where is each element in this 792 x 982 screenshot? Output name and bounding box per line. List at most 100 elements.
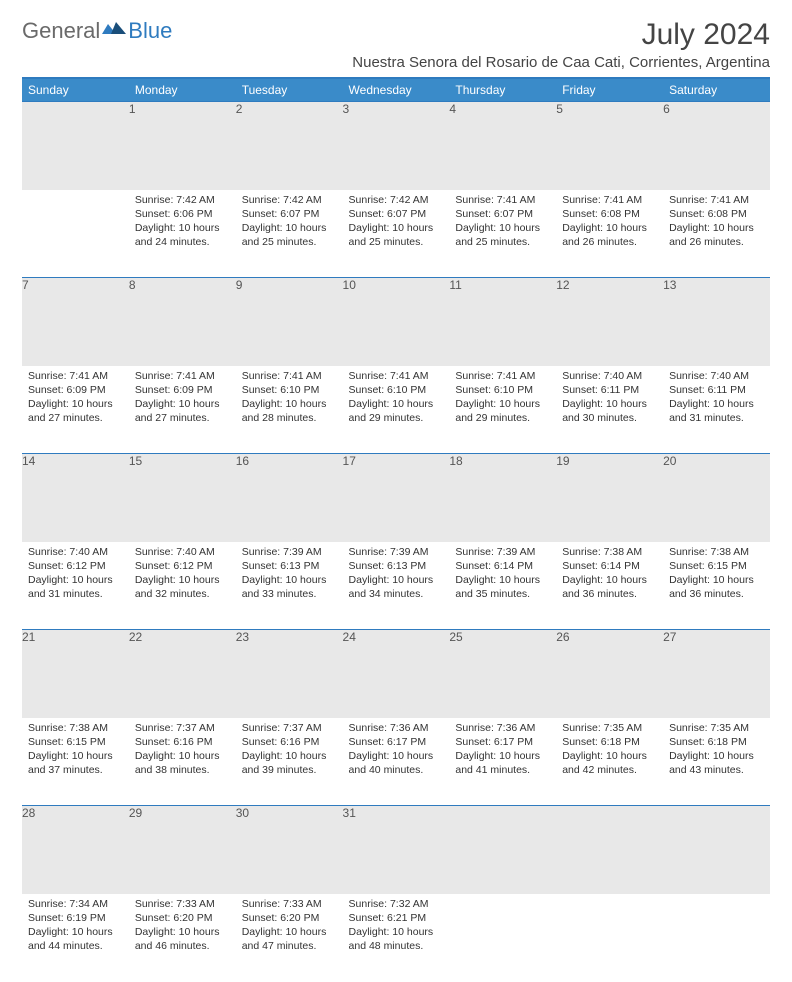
day-cell: Sunrise: 7:41 AMSunset: 6:09 PMDaylight:… [22, 366, 129, 454]
dl1-text: Daylight: 10 hours [349, 925, 444, 939]
weekday-header: Tuesday [236, 78, 343, 102]
sunset-text: Sunset: 6:10 PM [349, 383, 444, 397]
dl2-text: and 26 minutes. [669, 235, 764, 249]
sunrise-text: Sunrise: 7:35 AM [669, 721, 764, 735]
day-cell: Sunrise: 7:42 AMSunset: 6:07 PMDaylight:… [236, 190, 343, 278]
day-number [449, 806, 556, 894]
sunset-text: Sunset: 6:18 PM [669, 735, 764, 749]
dl2-text: and 25 minutes. [349, 235, 444, 249]
sunrise-text: Sunrise: 7:38 AM [28, 721, 123, 735]
dl1-text: Daylight: 10 hours [28, 397, 123, 411]
day-number: 23 [236, 630, 343, 718]
dl1-text: Daylight: 10 hours [669, 573, 764, 587]
dl1-text: Daylight: 10 hours [135, 397, 230, 411]
dl2-text: and 44 minutes. [28, 939, 123, 953]
sunrise-text: Sunrise: 7:37 AM [242, 721, 337, 735]
day-cell: Sunrise: 7:38 AMSunset: 6:14 PMDaylight:… [556, 542, 663, 630]
sunrise-text: Sunrise: 7:42 AM [135, 193, 230, 207]
sunrise-text: Sunrise: 7:39 AM [455, 545, 550, 559]
dl2-text: and 25 minutes. [455, 235, 550, 249]
dl2-text: and 39 minutes. [242, 763, 337, 777]
day-number: 10 [343, 278, 450, 366]
dl1-text: Daylight: 10 hours [242, 925, 337, 939]
dl2-text: and 38 minutes. [135, 763, 230, 777]
day-number: 19 [556, 454, 663, 542]
day-cell: Sunrise: 7:37 AMSunset: 6:16 PMDaylight:… [236, 718, 343, 806]
sunrise-text: Sunrise: 7:42 AM [349, 193, 444, 207]
day-cell: Sunrise: 7:41 AMSunset: 6:10 PMDaylight:… [449, 366, 556, 454]
day-number: 11 [449, 278, 556, 366]
day-cell: Sunrise: 7:32 AMSunset: 6:21 PMDaylight:… [343, 894, 450, 982]
sunset-text: Sunset: 6:17 PM [349, 735, 444, 749]
sunset-text: Sunset: 6:20 PM [135, 911, 230, 925]
weekday-header: Thursday [449, 78, 556, 102]
day-cell: Sunrise: 7:41 AMSunset: 6:08 PMDaylight:… [663, 190, 770, 278]
day-cell: Sunrise: 7:38 AMSunset: 6:15 PMDaylight:… [22, 718, 129, 806]
dl1-text: Daylight: 10 hours [242, 221, 337, 235]
day-cell: Sunrise: 7:41 AMSunset: 6:10 PMDaylight:… [343, 366, 450, 454]
day-number: 29 [129, 806, 236, 894]
week-row: Sunrise: 7:41 AMSunset: 6:09 PMDaylight:… [22, 366, 770, 454]
page-title: July 2024 [642, 18, 770, 52]
day-cell: Sunrise: 7:38 AMSunset: 6:15 PMDaylight:… [663, 542, 770, 630]
day-cell: Sunrise: 7:42 AMSunset: 6:06 PMDaylight:… [129, 190, 236, 278]
day-number: 26 [556, 630, 663, 718]
dl1-text: Daylight: 10 hours [242, 749, 337, 763]
dl2-text: and 28 minutes. [242, 411, 337, 425]
weekday-header: Friday [556, 78, 663, 102]
day-cell: Sunrise: 7:42 AMSunset: 6:07 PMDaylight:… [343, 190, 450, 278]
dl1-text: Daylight: 10 hours [28, 573, 123, 587]
sunset-text: Sunset: 6:11 PM [669, 383, 764, 397]
sunset-text: Sunset: 6:21 PM [349, 911, 444, 925]
sunset-text: Sunset: 6:13 PM [349, 559, 444, 573]
dl2-text: and 40 minutes. [349, 763, 444, 777]
dl1-text: Daylight: 10 hours [135, 221, 230, 235]
day-cell: Sunrise: 7:41 AMSunset: 6:10 PMDaylight:… [236, 366, 343, 454]
day-cell [663, 894, 770, 982]
dl2-text: and 32 minutes. [135, 587, 230, 601]
sunrise-text: Sunrise: 7:37 AM [135, 721, 230, 735]
location-text: Nuestra Senora del Rosario de Caa Cati, … [22, 54, 770, 71]
day-number: 24 [343, 630, 450, 718]
sunset-text: Sunset: 6:19 PM [28, 911, 123, 925]
dl2-text: and 27 minutes. [28, 411, 123, 425]
sunset-text: Sunset: 6:15 PM [28, 735, 123, 749]
day-number: 17 [343, 454, 450, 542]
day-cell: Sunrise: 7:40 AMSunset: 6:11 PMDaylight:… [556, 366, 663, 454]
day-number: 16 [236, 454, 343, 542]
day-number: 7 [22, 278, 129, 366]
sunrise-text: Sunrise: 7:38 AM [562, 545, 657, 559]
dl2-text: and 47 minutes. [242, 939, 337, 953]
sunrise-text: Sunrise: 7:39 AM [242, 545, 337, 559]
day-number: 3 [343, 102, 450, 190]
sunset-text: Sunset: 6:12 PM [28, 559, 123, 573]
sunrise-text: Sunrise: 7:41 AM [455, 193, 550, 207]
dl1-text: Daylight: 10 hours [562, 397, 657, 411]
sunrise-text: Sunrise: 7:38 AM [669, 545, 764, 559]
day-number: 9 [236, 278, 343, 366]
dl1-text: Daylight: 10 hours [28, 749, 123, 763]
weekday-header: Saturday [663, 78, 770, 102]
dl2-text: and 41 minutes. [455, 763, 550, 777]
sunset-text: Sunset: 6:08 PM [669, 207, 764, 221]
sunset-text: Sunset: 6:10 PM [455, 383, 550, 397]
dl1-text: Daylight: 10 hours [135, 925, 230, 939]
sunset-text: Sunset: 6:07 PM [242, 207, 337, 221]
sunset-text: Sunset: 6:07 PM [349, 207, 444, 221]
dl2-text: and 29 minutes. [349, 411, 444, 425]
dl1-text: Daylight: 10 hours [349, 749, 444, 763]
sunset-text: Sunset: 6:10 PM [242, 383, 337, 397]
day-number: 25 [449, 630, 556, 718]
dl1-text: Daylight: 10 hours [669, 749, 764, 763]
dl2-text: and 48 minutes. [349, 939, 444, 953]
sunset-text: Sunset: 6:06 PM [135, 207, 230, 221]
sunset-text: Sunset: 6:16 PM [135, 735, 230, 749]
dl1-text: Daylight: 10 hours [669, 221, 764, 235]
day-number [22, 102, 129, 190]
sunset-text: Sunset: 6:12 PM [135, 559, 230, 573]
dl1-text: Daylight: 10 hours [562, 573, 657, 587]
dl1-text: Daylight: 10 hours [135, 573, 230, 587]
sunrise-text: Sunrise: 7:41 AM [669, 193, 764, 207]
dl2-text: and 42 minutes. [562, 763, 657, 777]
dl1-text: Daylight: 10 hours [455, 221, 550, 235]
